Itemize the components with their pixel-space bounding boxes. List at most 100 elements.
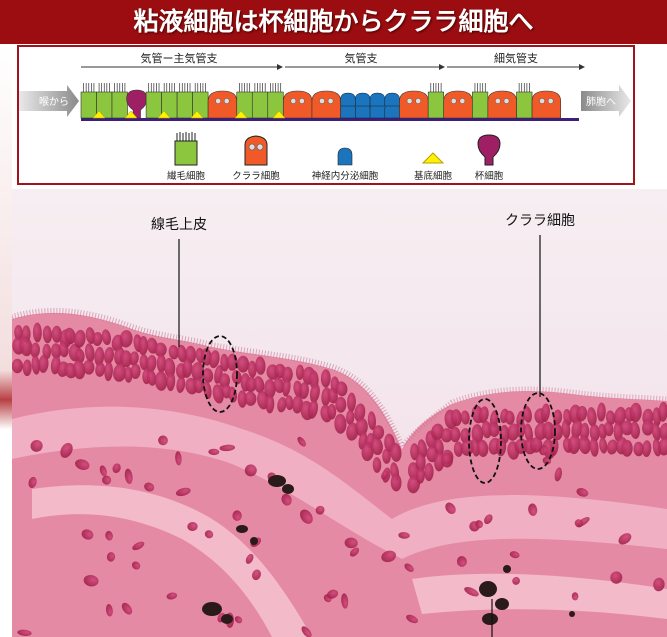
nucleus <box>574 519 584 528</box>
nucleus <box>81 529 94 540</box>
nucleus <box>415 452 426 472</box>
nucleus <box>522 405 532 423</box>
diagram-basal-cell <box>157 110 171 119</box>
diagram-clara-granule <box>223 98 230 104</box>
nucleus <box>613 406 626 426</box>
region-label-trachea: 気管ー主気管支 <box>141 51 218 65</box>
nucleus <box>277 397 287 413</box>
nucleus <box>512 576 520 585</box>
nucleus <box>14 325 23 341</box>
region-label-bronchiole: 細気管支 <box>494 51 538 65</box>
nucleus <box>596 402 606 422</box>
legend <box>174 132 501 166</box>
nucleus <box>22 359 32 377</box>
nucleus <box>75 348 85 363</box>
nucleus <box>629 402 642 423</box>
diagram-cilia <box>114 83 126 92</box>
nucleus <box>237 390 247 408</box>
nucleus <box>453 441 464 457</box>
nucleus <box>410 443 420 461</box>
from-throat-label: 喉から <box>39 96 69 108</box>
nucleus <box>105 604 113 617</box>
nucleus <box>232 510 242 521</box>
airway-diagram-frame: 気管ー主気管支 気管支 細気管支 喉から 肺胞へ <box>17 45 635 185</box>
nucleus <box>154 342 167 357</box>
connective-tissue-band-2 <box>32 485 312 637</box>
nucleus <box>51 343 62 359</box>
nucleus <box>381 550 397 563</box>
nucleus <box>334 413 347 434</box>
diagram-clara-granule <box>406 98 413 104</box>
nucleus <box>658 437 667 456</box>
connective-tissue-band <box>12 406 667 559</box>
nucleus <box>244 464 257 477</box>
diagram-clara-cell <box>487 90 517 119</box>
diagram-ciliated-cell <box>472 91 489 119</box>
nucleus <box>440 428 453 443</box>
nucleus <box>83 360 95 375</box>
nucleus <box>568 434 581 455</box>
nucleus <box>335 396 347 413</box>
cilia-fringe-left <box>12 307 405 449</box>
legend-label-goblet: 杯細胞 <box>475 170 504 182</box>
nucleus <box>550 423 563 441</box>
nucleus <box>561 419 571 439</box>
nucleus <box>620 420 634 436</box>
nucleus <box>119 330 133 348</box>
pigment-deposits <box>202 475 575 625</box>
outflow-arrow: 肺胞へ <box>581 85 631 117</box>
nucleus <box>106 552 116 562</box>
nucleus <box>341 593 349 609</box>
nucleus <box>244 391 257 406</box>
diagram-cilia <box>430 83 442 92</box>
label-clara-cell: クララ細胞 <box>505 213 575 229</box>
diagram-neuroendocrine-cell <box>355 92 371 107</box>
cilia-fringe-right <box>402 386 667 446</box>
nucleus <box>576 488 589 497</box>
nucleus <box>138 336 149 356</box>
nucleus <box>372 457 382 473</box>
nucleus <box>488 422 500 437</box>
nucleus <box>630 421 640 439</box>
nucleus <box>234 616 243 624</box>
nucleus <box>529 437 543 453</box>
diagram-ciliated-cell <box>251 91 269 119</box>
nucleus <box>605 410 616 425</box>
nucleus <box>355 417 368 437</box>
neuroendocrine-cell-icon <box>337 147 353 166</box>
nucleus <box>72 360 86 380</box>
nucleus <box>193 378 204 394</box>
title-bar: 粘液細胞は杯細胞からクララ細胞へ <box>0 0 667 44</box>
nucleus <box>344 537 358 549</box>
nucleus <box>309 383 320 403</box>
nucleus <box>578 435 591 455</box>
nucleus <box>129 351 139 366</box>
nucleus <box>456 556 467 567</box>
nucleus <box>390 473 402 492</box>
legend-label-clara: クララ細胞 <box>232 170 280 182</box>
nucleus <box>450 409 462 427</box>
inflow-arrow: 喉から <box>19 85 79 117</box>
nucleus <box>571 592 579 601</box>
nucleus <box>131 561 141 570</box>
nucleus <box>219 444 236 452</box>
diagram-clara-granule <box>327 98 334 104</box>
cell-nuclei <box>12 322 667 637</box>
nucleus <box>589 437 599 457</box>
nucleus <box>104 361 113 382</box>
nucleus <box>372 425 385 440</box>
nucleus <box>295 364 305 380</box>
nucleus <box>31 355 41 375</box>
nucleus <box>475 520 483 529</box>
nucleus <box>346 422 359 441</box>
nucleus <box>524 423 534 443</box>
nucleus <box>99 465 107 477</box>
nucleus <box>83 574 99 587</box>
nucleus <box>587 407 597 427</box>
nucleus <box>449 426 461 443</box>
diagram-neuroendocrine-cell <box>384 92 400 107</box>
nucleus <box>618 533 632 545</box>
diagram-clara-granule <box>319 98 325 104</box>
nucleus <box>390 442 402 462</box>
nucleus <box>326 589 339 599</box>
